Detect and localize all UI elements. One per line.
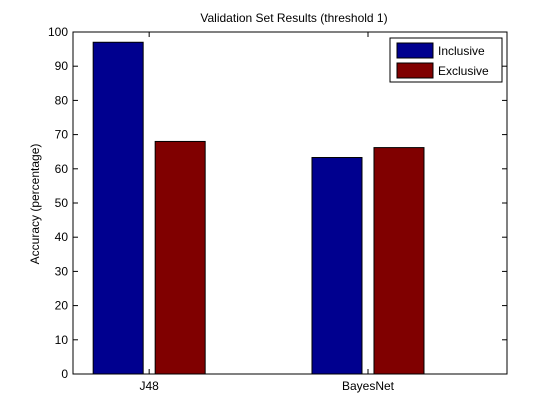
plot-area <box>73 32 507 374</box>
chart-title: Validation Set Results (threshold 1) <box>200 11 387 25</box>
y-tick-label: 50 <box>55 196 69 210</box>
y-tick-label: 10 <box>55 333 69 347</box>
y-axis-label: Accuracy (percentage) <box>28 144 42 265</box>
y-tick-label: 100 <box>48 25 68 39</box>
legend-label-inclusive: Inclusive <box>438 44 485 58</box>
x-ticks: J48 BayesNet <box>139 32 395 393</box>
y-tick-label: 0 <box>61 367 68 381</box>
legend-swatch-exclusive <box>396 62 434 79</box>
bar-inclusive-bayesnet <box>311 157 363 375</box>
y-tick-label: 80 <box>55 93 69 107</box>
legend-label-exclusive: Exclusive <box>438 64 489 78</box>
y-tick-label: 20 <box>55 299 69 313</box>
x-tick-label: J48 <box>139 379 159 393</box>
x-tick-label: BayesNet <box>342 379 395 393</box>
y-ticks: 0 10 20 30 40 50 60 70 80 90 100 <box>48 25 507 381</box>
y-tick-label: 70 <box>55 128 69 142</box>
bar-exclusive-j48 <box>154 140 206 375</box>
y-tick-label: 40 <box>55 230 69 244</box>
legend: Inclusive Exclusive <box>389 37 503 83</box>
bars <box>92 41 425 375</box>
plot-frame <box>72 31 508 375</box>
bar-inclusive-j48 <box>92 41 144 375</box>
bar-exclusive-bayesnet <box>373 147 425 375</box>
y-tick-label: 60 <box>55 162 69 176</box>
legend-swatch-inclusive <box>396 42 434 59</box>
y-tick-label: 30 <box>55 264 69 278</box>
y-tick-label: 90 <box>55 59 69 73</box>
